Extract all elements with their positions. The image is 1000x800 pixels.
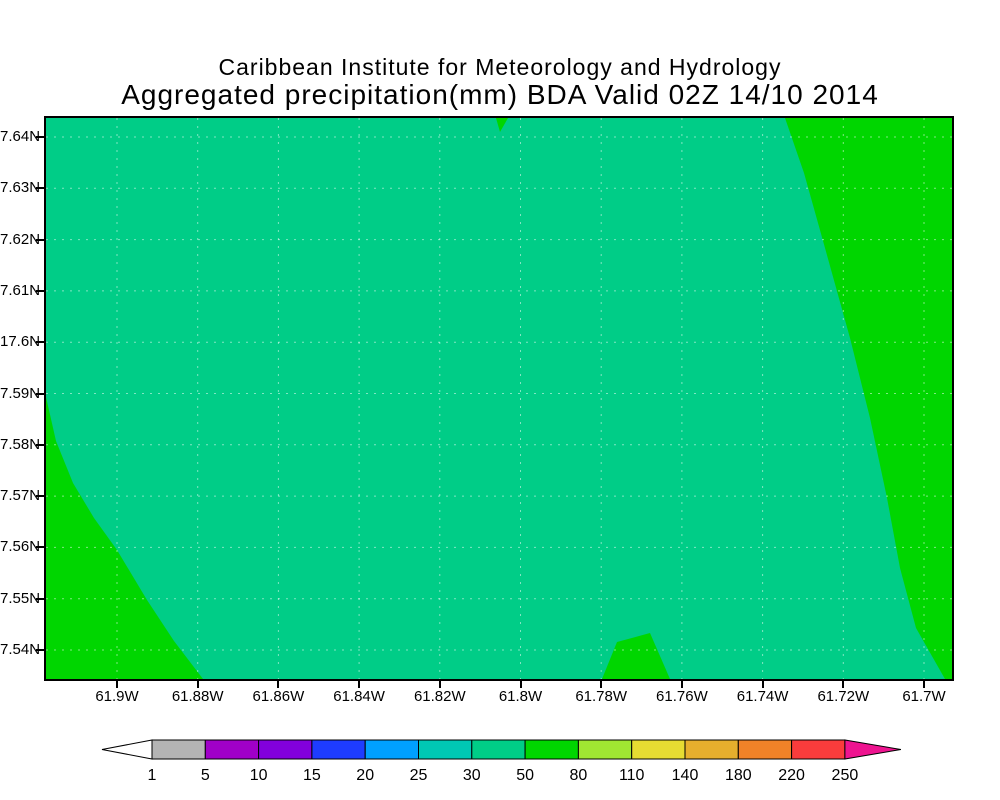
- colorbar-label: 15: [303, 767, 321, 784]
- colorbar-segment: [524, 739, 579, 760]
- map-plot-area: [44, 116, 954, 681]
- colorbar-segment: [631, 739, 686, 760]
- y-tick-label: 7.62N: [0, 230, 41, 248]
- fill-region-50-80-bottom-notch: [602, 633, 670, 679]
- x-tick-label: 61.82W: [413, 688, 466, 705]
- colorbar-label: 1: [148, 767, 157, 784]
- colorbar-segment: [684, 739, 739, 760]
- colorbar-segment: [258, 739, 313, 760]
- colorbar-segment: [204, 739, 260, 760]
- colorbar-label: 25: [410, 767, 428, 784]
- x-tick-mark: [196, 681, 199, 688]
- chart-subtitle: Aggregated precipitation(mm) BDA Valid 0…: [121, 79, 879, 110]
- y-tick-mark: [36, 443, 44, 446]
- y-tick-label: 7.58N: [0, 435, 41, 453]
- x-tick-mark: [923, 681, 925, 688]
- y-tick-mark: [36, 597, 44, 600]
- y-tick-label: 7.64N: [0, 128, 41, 145]
- x-tick-label: 61.78W: [575, 688, 628, 705]
- x-tick-mark: [277, 681, 280, 688]
- y-tick-mark: [36, 341, 44, 344]
- colorbar-segment: [791, 739, 846, 760]
- x-tick-mark: [600, 681, 603, 688]
- precipitation-map-svg: [46, 118, 952, 679]
- colorbar-label: 50: [516, 767, 534, 784]
- x-tick-label: 61.8W: [498, 688, 543, 705]
- colorbar-segment: [471, 739, 526, 760]
- y-tick-mark: [36, 289, 44, 292]
- fill-region-30-50: [46, 118, 952, 679]
- fill-region-50-80-bottom-left-wedge: [46, 397, 203, 679]
- y-tick-mark: [36, 546, 44, 549]
- x-tick-mark: [761, 681, 764, 688]
- x-tick-label: 61.76W: [656, 688, 708, 705]
- y-tick-mark: [36, 187, 44, 190]
- colorbar-segment: [311, 739, 366, 760]
- colorbar-segment: [364, 739, 420, 760]
- colorbar-label: 110: [619, 767, 645, 784]
- x-tick-label: 61.74W: [736, 688, 789, 705]
- colorbar-label: 140: [672, 767, 699, 784]
- x-tick-label: 61.7W: [902, 688, 946, 705]
- y-tick-label: 7.57N: [0, 487, 41, 505]
- colorbar-label: 180: [725, 767, 752, 784]
- y-tick-label: 7.56N: [0, 538, 41, 556]
- colorbar-segment: [577, 739, 633, 760]
- x-tick-label: 61.86W: [252, 688, 305, 705]
- precipitation-colorbar: 1 5 10 15 20 25 30 50 80 110 140 180 220 250: [101, 739, 901, 784]
- colorbar-label: 30: [463, 767, 481, 784]
- colorbar-segment: [151, 739, 206, 760]
- colorbar-segment: [737, 739, 793, 760]
- y-tick-mark: [36, 392, 44, 395]
- y-tick-mark: [36, 649, 44, 651]
- colorbar-segment: [418, 739, 473, 760]
- y-tick-mark: [36, 136, 44, 138]
- x-tick-label: 61.88W: [171, 688, 224, 705]
- x-tick-label: 61.9W: [95, 688, 139, 705]
- x-tick-mark: [519, 681, 522, 688]
- colorbar-left-arrow: [101, 739, 153, 760]
- x-tick-mark: [680, 681, 683, 688]
- x-tick-label: 61.72W: [817, 688, 870, 705]
- y-tick-label: 7.55N: [0, 589, 41, 607]
- fill-region-50-80-top-notch: [496, 118, 508, 132]
- fill-region-50-80-right-crescent: [785, 118, 952, 679]
- y-tick-mark: [36, 495, 44, 498]
- colorbar-label: 220: [778, 767, 805, 784]
- chart-title: Caribbean Institute for Meteorology and …: [218, 54, 782, 80]
- x-tick-mark: [116, 681, 118, 688]
- colorbar-right-arrow: [844, 739, 901, 760]
- colorbar-label: 10: [250, 767, 268, 784]
- y-tick-label: 7.59N: [0, 384, 41, 402]
- y-tick-label: 17.6N: [0, 333, 41, 351]
- colorbar-label: 20: [356, 767, 374, 784]
- colorbar-label: 5: [201, 767, 210, 784]
- y-tick-label: 7.54N: [0, 641, 41, 658]
- y-tick-label: 7.63N: [0, 179, 41, 197]
- x-tick-mark: [358, 681, 361, 688]
- colorbar-label: 80: [570, 767, 588, 784]
- y-tick-label: 7.61N: [0, 281, 41, 299]
- x-tick-mark: [842, 681, 845, 688]
- y-tick-mark: [36, 238, 44, 241]
- colorbar-label: 250: [832, 767, 859, 784]
- x-tick-label: 61.84W: [333, 688, 385, 705]
- x-tick-mark: [438, 681, 441, 688]
